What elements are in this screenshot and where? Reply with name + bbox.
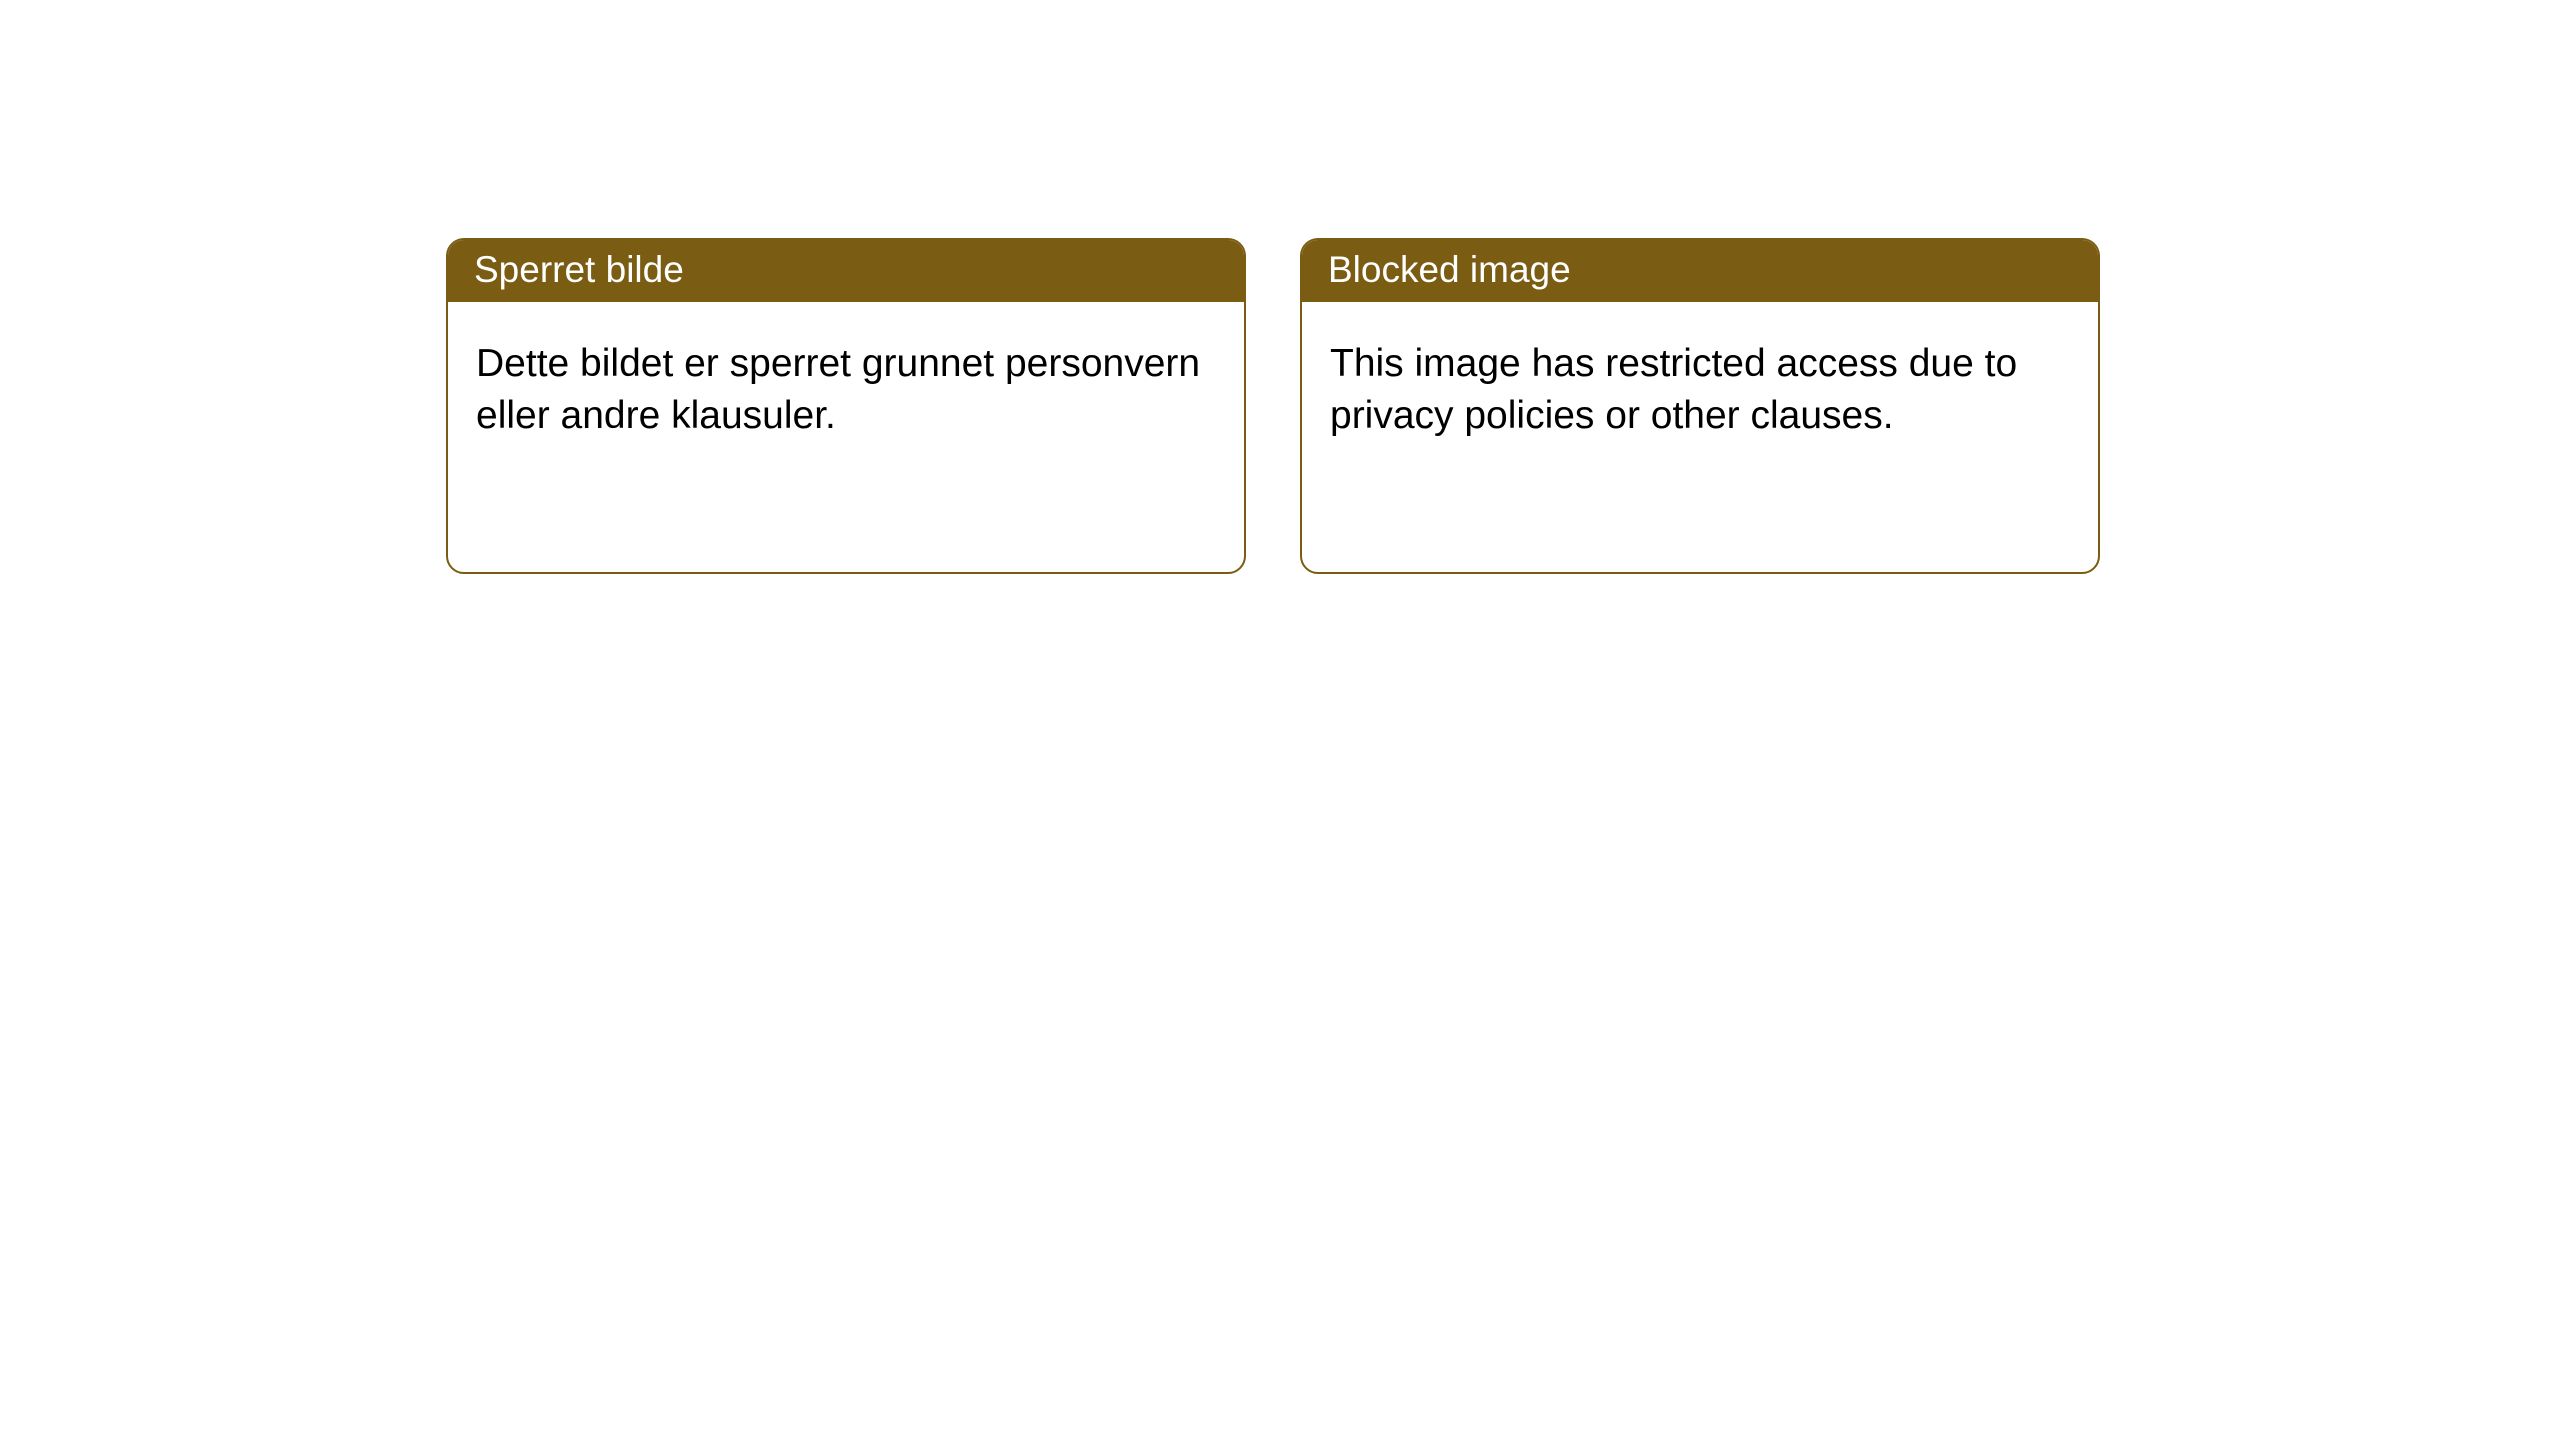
card-header-english: Blocked image [1302, 240, 2098, 302]
card-body-english: This image has restricted access due to … [1302, 302, 2098, 477]
card-english: Blocked image This image has restricted … [1300, 238, 2100, 574]
card-header-norwegian: Sperret bilde [448, 240, 1244, 302]
card-norwegian: Sperret bilde Dette bildet er sperret gr… [446, 238, 1246, 574]
card-body-norwegian: Dette bildet er sperret grunnet personve… [448, 302, 1244, 477]
cards-container: Sperret bilde Dette bildet er sperret gr… [0, 0, 2560, 574]
